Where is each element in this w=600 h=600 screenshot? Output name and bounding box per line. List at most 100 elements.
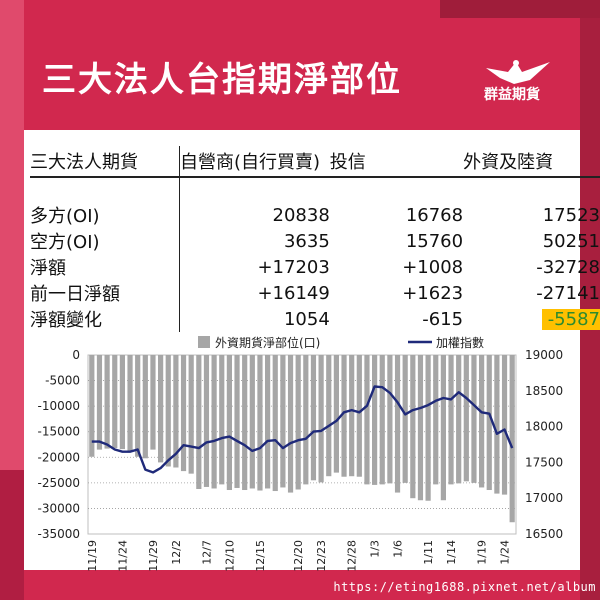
- table-row: 淨額 +17203 +1008 -32728: [30, 254, 600, 280]
- bar: [440, 355, 446, 501]
- left-axis-tick-label: -30000: [37, 501, 80, 515]
- table-cell: -27141: [536, 282, 600, 304]
- table-cell: +17203: [179, 254, 330, 280]
- left-axis-tick-label: 0: [72, 348, 80, 362]
- bar: [501, 355, 508, 495]
- bar: [196, 355, 202, 489]
- x-axis-tick-label: 1/11: [422, 540, 435, 565]
- bar: [165, 355, 171, 467]
- right-axis-tick-label: 16500: [525, 527, 563, 541]
- left-axis-tick-label: -20000: [37, 450, 80, 464]
- bar: [425, 355, 431, 501]
- bar: [364, 355, 370, 485]
- bar: [96, 355, 103, 450]
- table-cell: 15760: [405, 230, 464, 252]
- positions-table: 三大法人期貨 自營商(自行買賣) 投信 外資及陸資 多方(OI) 20838 1…: [30, 146, 600, 332]
- table-cell: 3635: [179, 228, 330, 254]
- left-axis-tick-label: -25000: [37, 476, 80, 490]
- table-cell: +1623: [402, 282, 464, 304]
- bar: [112, 355, 118, 449]
- bar: [318, 355, 324, 483]
- x-axis-tick-label: 11/29: [147, 540, 160, 572]
- x-axis-tick-label: 1/19: [476, 540, 489, 565]
- x-axis-tick-label: 1/14: [445, 540, 458, 565]
- positions-chart: 0 -5000 -10000 -15000 -20000 -25000 -30000 -350…: [37, 335, 563, 572]
- x-axis-tick-label: 12/2: [170, 540, 183, 565]
- row-label: 空方(OI): [30, 232, 100, 253]
- source-url: https://eting1688.pixnet.net/album: [333, 580, 596, 594]
- table-header-row: 三大法人期貨 自營商(自行買賣) 投信 外資及陸資: [30, 146, 600, 178]
- bar: [104, 355, 110, 449]
- table-row: 空方(OI) 3635 15760 50251: [30, 228, 600, 254]
- highlighted-change-value: -5587: [541, 308, 600, 330]
- bar: [471, 355, 477, 483]
- legend-bar-swatch: [198, 336, 210, 348]
- bar: [257, 355, 263, 491]
- bar: [295, 355, 301, 490]
- bar: [433, 355, 439, 485]
- table-row: 多方(OI) 20838 16768 17523: [30, 202, 600, 228]
- x-axis-tick-label: 12/20: [292, 540, 305, 572]
- bar: [494, 355, 500, 494]
- table-cell: 1054: [179, 306, 330, 332]
- x-axis-tick-label: 12/15: [254, 540, 267, 572]
- index-line: [91, 385, 514, 474]
- bar: [326, 355, 332, 477]
- table-cell: +1008: [402, 256, 464, 278]
- bar: [119, 355, 125, 450]
- bar: [173, 355, 179, 468]
- left-axis-tick-label: -35000: [37, 527, 80, 541]
- table-cell: -32728: [536, 256, 600, 278]
- top-right-accent-band: [440, 0, 600, 18]
- bar: [287, 355, 294, 493]
- page-title: 三大法人台指期淨部位: [42, 60, 402, 100]
- bar: [509, 355, 515, 523]
- bar: [219, 355, 225, 485]
- bar: [180, 355, 187, 472]
- table-cell: 20838: [179, 202, 330, 228]
- bar: [349, 355, 355, 477]
- table-header: 自營商(自行買賣): [179, 146, 330, 178]
- bar: [188, 355, 194, 474]
- bar: [280, 355, 286, 488]
- left-axis-tick-label: -15000: [37, 425, 80, 439]
- eagle-logo: [486, 60, 550, 84]
- bar: [387, 355, 393, 484]
- table-header: 投信: [329, 146, 464, 178]
- right-axis-tick-label: 18500: [525, 384, 563, 398]
- table-header: 外資及陸資: [463, 146, 600, 178]
- bar: [211, 355, 217, 489]
- bar: [249, 355, 255, 489]
- bar: [226, 355, 232, 491]
- bar: [142, 355, 148, 459]
- x-axis-tick-label: 11/24: [116, 540, 129, 572]
- bar: [158, 355, 164, 463]
- x-axis-tick-label: 1/6: [392, 540, 405, 558]
- x-axis-tick-label: 11/19: [86, 540, 99, 572]
- table-cell: 17523: [542, 204, 600, 226]
- bar: [417, 355, 424, 501]
- bar: [203, 355, 210, 487]
- table-header: 三大法人期貨: [30, 146, 180, 178]
- right-axis-tick-label: 19000: [525, 348, 563, 362]
- bottom-left-accent: [0, 470, 24, 600]
- right-axis-tick-label: 17000: [525, 491, 563, 505]
- bar: [394, 355, 401, 493]
- right-axis-tick-label: 17500: [525, 455, 563, 469]
- bar: [150, 355, 156, 450]
- legend-line-label: 加權指數: [436, 335, 484, 350]
- bar: [89, 355, 95, 457]
- x-axis-tick-label: 12/10: [223, 540, 236, 572]
- x-axis-tick-label: 12/28: [346, 540, 359, 572]
- bar: [310, 355, 317, 481]
- left-axis-tick-label: -10000: [37, 399, 80, 413]
- row-label: 前一日淨額: [30, 284, 120, 305]
- bar: [234, 355, 240, 488]
- table-cell: -615: [422, 308, 464, 330]
- x-axis-tick-label: 1/24: [499, 540, 512, 565]
- bar: [272, 355, 278, 492]
- bar: [402, 355, 408, 483]
- table-cell: 16768: [405, 204, 464, 226]
- bar: [456, 355, 462, 484]
- bar: [333, 355, 339, 473]
